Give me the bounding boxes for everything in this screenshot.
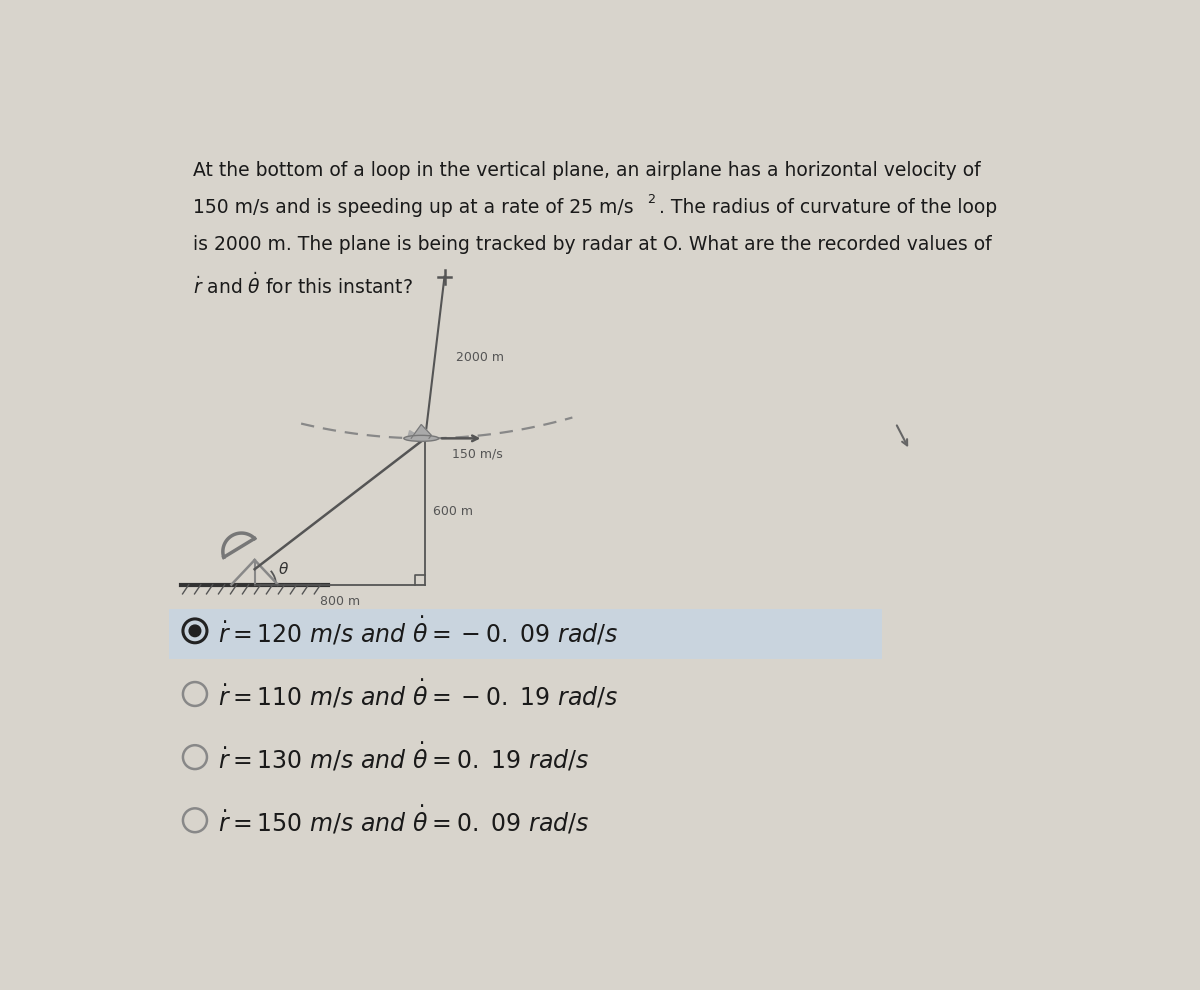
- Text: $\dot{r}$ and $\dot{\theta}$ for this instant?: $\dot{r}$ and $\dot{\theta}$ for this in…: [193, 272, 413, 298]
- Text: 2000 m: 2000 m: [456, 351, 504, 364]
- Text: 150 m/s and is speeding up at a rate of 25 m/s: 150 m/s and is speeding up at a rate of …: [193, 198, 634, 217]
- Ellipse shape: [404, 436, 439, 442]
- Text: 2: 2: [648, 193, 655, 206]
- Text: 800 m: 800 m: [320, 595, 360, 608]
- Text: $\dot{r} = 150\ m/s\ \mathit{and}\ \dot{\theta} = 0.\ 09\ rad/s$: $\dot{r} = 150\ m/s\ \mathit{and}\ \dot{…: [218, 804, 589, 837]
- Text: At the bottom of a loop in the vertical plane, an airplane has a horizontal velo: At the bottom of a loop in the vertical …: [193, 161, 980, 180]
- Text: . The radius of curvature of the loop: . The radius of curvature of the loop: [659, 198, 997, 217]
- Text: $\dot{r} = 130\ m/s\ \mathit{and}\ \dot{\theta} = 0.\ 19\ rad/s$: $\dot{r} = 130\ m/s\ \mathit{and}\ \dot{…: [218, 741, 589, 773]
- Polygon shape: [412, 425, 431, 439]
- Circle shape: [190, 625, 200, 637]
- Text: $\dot{r} = 110\ m/s\ \mathit{and}\ \dot{\theta} = -0.\ 19\ rad/s$: $\dot{r} = 110\ m/s\ \mathit{and}\ \dot{…: [218, 677, 619, 711]
- Bar: [169, 609, 882, 658]
- Text: is 2000 m. The plane is being tracked by radar at O. What are the recorded value: is 2000 m. The plane is being tracked by…: [193, 235, 991, 254]
- Text: 150 m/s: 150 m/s: [452, 447, 503, 460]
- Text: $\dot{r} = 120\ m/s\ \mathit{and}\ \dot{\theta} = -0.\ 09\ rad/s$: $\dot{r} = 120\ m/s\ \mathit{and}\ \dot{…: [218, 615, 619, 647]
- Text: $\theta$: $\theta$: [278, 561, 289, 577]
- Polygon shape: [408, 431, 418, 437]
- Text: 600 m: 600 m: [433, 505, 473, 518]
